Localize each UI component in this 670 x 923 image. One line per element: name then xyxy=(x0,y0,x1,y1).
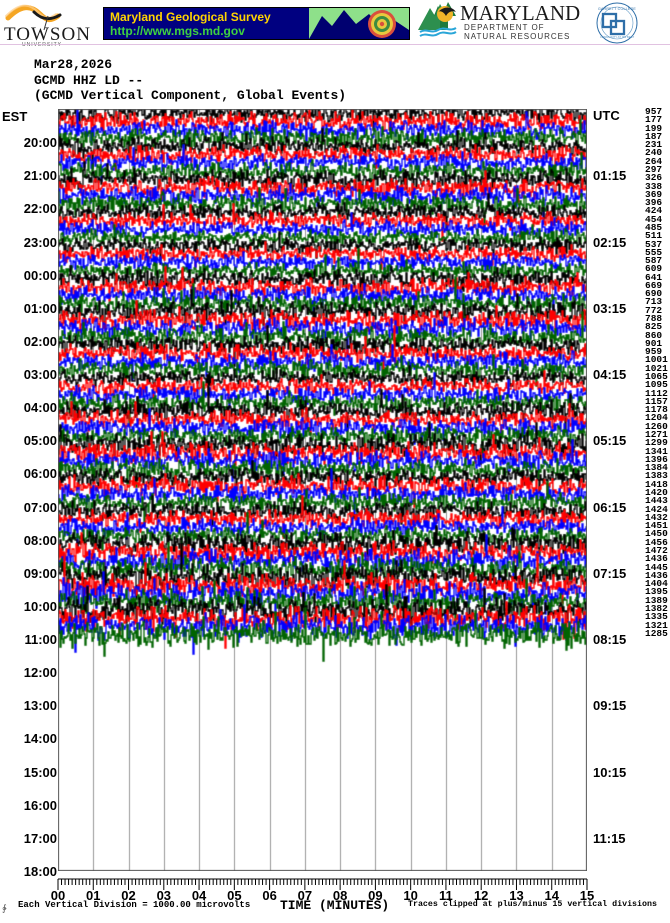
svg-text:MARYLAND: MARYLAND xyxy=(460,1,580,25)
svg-text:Maryland Geological Survey: Maryland Geological Survey xyxy=(110,10,271,24)
svg-text:http://www.mgs.md.gov: http://www.mgs.md.gov xyxy=(110,24,245,38)
svg-text:NATURAL RESOURCES: NATURAL RESOURCES xyxy=(464,32,570,41)
svg-text:06: 06 xyxy=(262,888,276,901)
svg-text:COMMUNITY AT ITS BEST: COMMUNITY AT ITS BEST xyxy=(600,35,635,39)
svg-text:DEPARTMENT OF: DEPARTMENT OF xyxy=(464,23,545,32)
svg-text:GARRETT COLLEGE: GARRETT COLLEGE xyxy=(598,7,636,11)
